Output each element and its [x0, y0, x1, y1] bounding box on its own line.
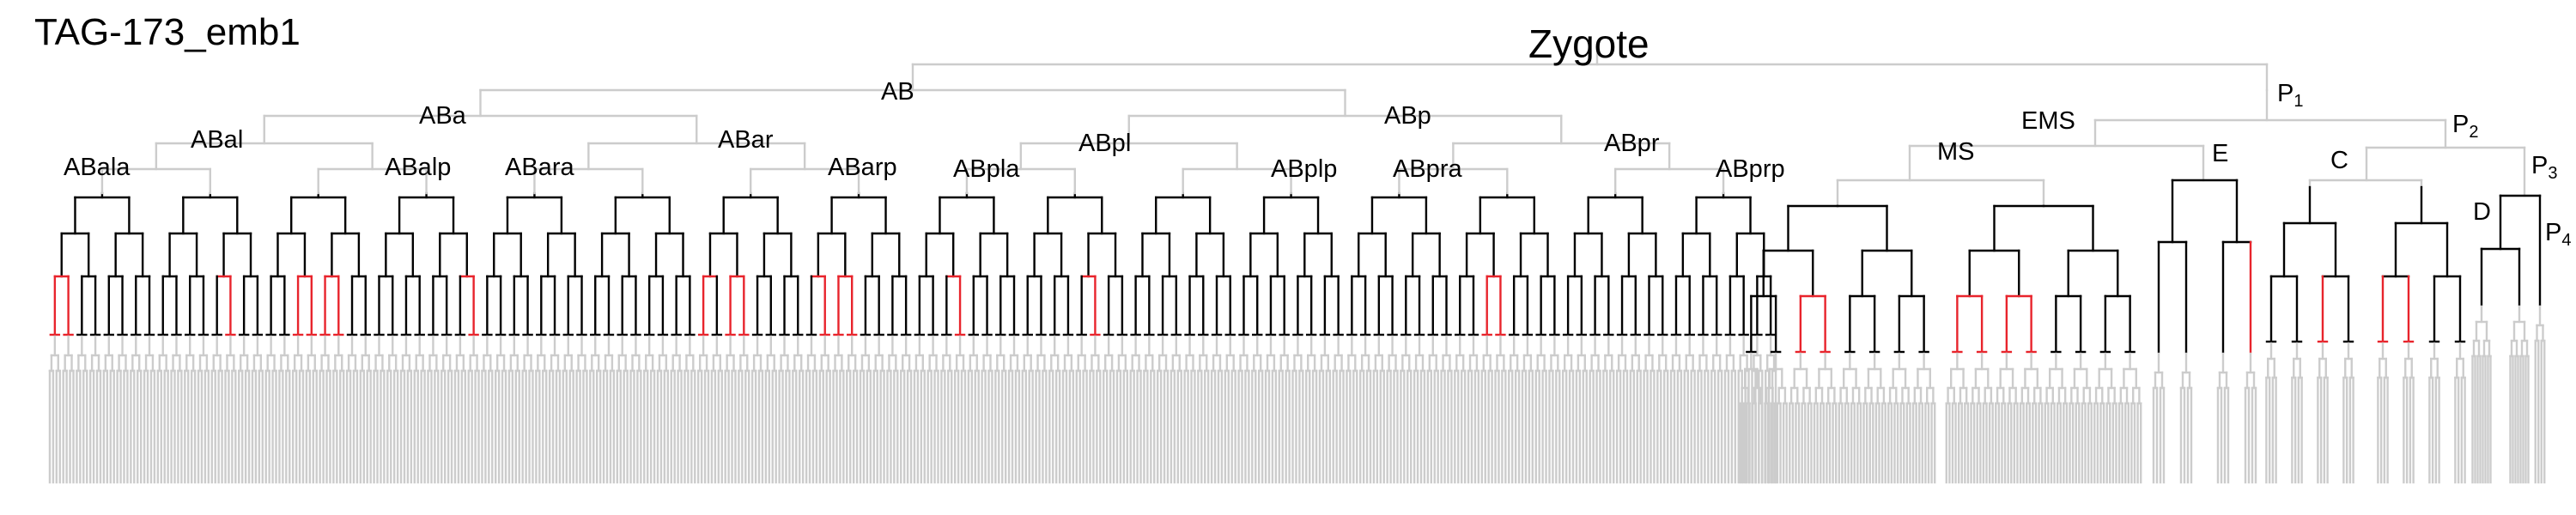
node-label-EMS: EMS	[2021, 107, 2075, 135]
node-label-ABal: ABal	[191, 126, 244, 154]
embryo-title: TAG-173_emb1	[34, 11, 301, 53]
node-label-ABpr: ABpr	[1604, 130, 1660, 157]
zygote-label: Zygote	[1528, 21, 1649, 66]
node-label-ABpl: ABpl	[1078, 130, 1132, 157]
node-label-P2: P2	[2452, 111, 2479, 142]
node-label-C: C	[2330, 147, 2348, 174]
node-label-P3: P3	[2531, 152, 2558, 183]
node-label-AB: AB	[881, 78, 914, 106]
node-label-ABalp: ABalp	[385, 154, 452, 181]
node-label-ABp: ABp	[1384, 102, 1431, 130]
node-label-P1: P1	[2277, 80, 2304, 111]
node-label-E: E	[2212, 140, 2229, 167]
node-label-ABara: ABara	[505, 154, 574, 181]
node-label-D: D	[2473, 198, 2491, 226]
node-label-ABa: ABa	[419, 102, 466, 130]
node-label-ABar: ABar	[718, 126, 774, 154]
node-label-MS: MS	[1937, 138, 1975, 166]
node-label-ABplp: ABplp	[1271, 155, 1338, 183]
node-label-ABprp: ABprp	[1716, 155, 1785, 183]
node-label-ABarp: ABarp	[828, 154, 897, 181]
node-label-P4: P4	[2545, 219, 2572, 250]
node-label-ABpra: ABpra	[1393, 155, 1462, 183]
node-label-ABpla: ABpla	[953, 155, 1020, 183]
node-label-ABala: ABala	[64, 154, 131, 181]
